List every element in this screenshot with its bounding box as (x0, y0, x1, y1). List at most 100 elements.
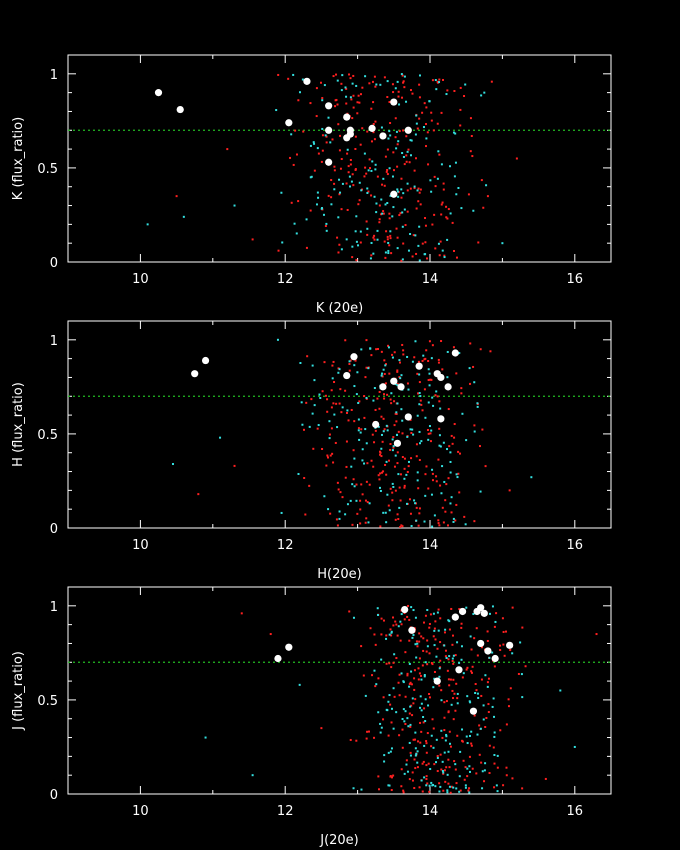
point-red (363, 395, 366, 398)
point-red (393, 351, 396, 354)
point-red (320, 160, 323, 163)
point-outlier (175, 195, 178, 198)
point-cyan (433, 677, 436, 680)
point-red (425, 145, 428, 148)
point-red (383, 240, 386, 243)
point-cyan (400, 613, 403, 616)
point-cyan (400, 374, 403, 377)
point-red (359, 499, 362, 502)
point-cyan (389, 194, 392, 197)
point-red (421, 111, 424, 114)
point-red (438, 782, 441, 785)
point-red (431, 223, 434, 226)
point-red (414, 698, 417, 701)
point-red (395, 657, 398, 660)
point-red (460, 387, 463, 390)
point-red (462, 759, 465, 762)
point-cyan (430, 781, 433, 784)
point-red (412, 702, 415, 705)
point-red (372, 101, 375, 104)
point-cyan (450, 496, 453, 499)
point-red (387, 734, 390, 737)
point-red (377, 474, 380, 477)
point-cyan (392, 445, 395, 448)
point-red (452, 634, 455, 637)
point-outlier (298, 683, 301, 686)
point-cyan (372, 399, 375, 402)
point-red (392, 661, 395, 664)
point-red (363, 175, 366, 178)
point-red (481, 428, 484, 431)
point-red (347, 419, 350, 422)
point-cyan (449, 471, 452, 474)
point-red (340, 411, 343, 414)
point-red (446, 669, 449, 672)
point-red (393, 695, 396, 698)
point-cyan (411, 697, 414, 700)
point-red (447, 782, 450, 785)
point-red (373, 238, 376, 241)
point-cyan (290, 133, 293, 136)
point-cyan (406, 355, 409, 358)
point-red (317, 152, 320, 155)
point-red (395, 227, 398, 230)
point-red (365, 480, 368, 483)
point-cyan (338, 510, 341, 513)
point-red (396, 370, 399, 373)
point-red (398, 694, 401, 697)
point-red (473, 637, 476, 640)
y-tick-label: 0 (50, 256, 58, 271)
point-red (511, 777, 514, 780)
point-cyan (420, 678, 423, 681)
point-red (383, 76, 386, 79)
point-red (346, 208, 349, 211)
point-red (344, 476, 347, 479)
y-axis-label: H (flux_ratio) (11, 382, 26, 467)
point-red (455, 372, 458, 375)
point-cyan (329, 141, 332, 144)
point-red (372, 131, 375, 134)
point-red (424, 241, 427, 244)
point-cyan (410, 139, 413, 142)
point-cyan (446, 773, 449, 776)
point-cyan (431, 525, 434, 528)
point-cyan (414, 234, 417, 237)
point-cyan (348, 175, 351, 178)
point-red (392, 624, 395, 627)
point-red (423, 102, 426, 105)
point-red (381, 440, 384, 443)
point-red (427, 487, 430, 490)
point-red (511, 606, 514, 609)
point-cyan (325, 229, 328, 232)
point-cyan (423, 744, 426, 747)
point-red (321, 149, 324, 152)
point-cyan (382, 511, 385, 514)
point-red (305, 401, 308, 404)
point-cyan (446, 791, 449, 794)
point-red (453, 760, 456, 763)
point-red (438, 153, 441, 156)
point-cyan (466, 767, 469, 770)
point-cyan (469, 635, 472, 638)
point-cyan (384, 364, 387, 367)
point-red (416, 766, 419, 769)
point-red (483, 780, 486, 783)
point-red (337, 123, 340, 126)
point-red (389, 628, 392, 631)
point-cyan (379, 486, 381, 489)
point-cyan (403, 772, 406, 775)
point-highlight (154, 89, 163, 97)
point-red (335, 98, 338, 101)
point-red (367, 190, 370, 193)
point-red (443, 701, 446, 704)
point-highlight (303, 77, 311, 85)
point-red (471, 155, 474, 158)
point-red (370, 459, 373, 462)
point-red (388, 101, 391, 104)
point-red (437, 458, 440, 461)
point-highlight (451, 349, 459, 357)
point-red (326, 398, 329, 401)
point-red (442, 182, 445, 185)
point-cyan (461, 412, 464, 415)
point-red (369, 627, 372, 630)
